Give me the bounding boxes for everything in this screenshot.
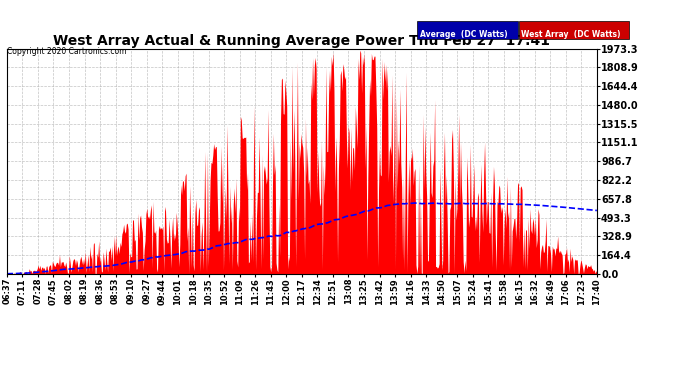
Title: West Array Actual & Running Average Power Thu Feb 27  17:41: West Array Actual & Running Average Powe… xyxy=(53,34,551,48)
Text: Average  (DC Watts): Average (DC Watts) xyxy=(420,30,507,39)
Text: West Array  (DC Watts): West Array (DC Watts) xyxy=(521,30,620,39)
Text: Copyright 2020 Cartronics.com: Copyright 2020 Cartronics.com xyxy=(7,47,126,56)
